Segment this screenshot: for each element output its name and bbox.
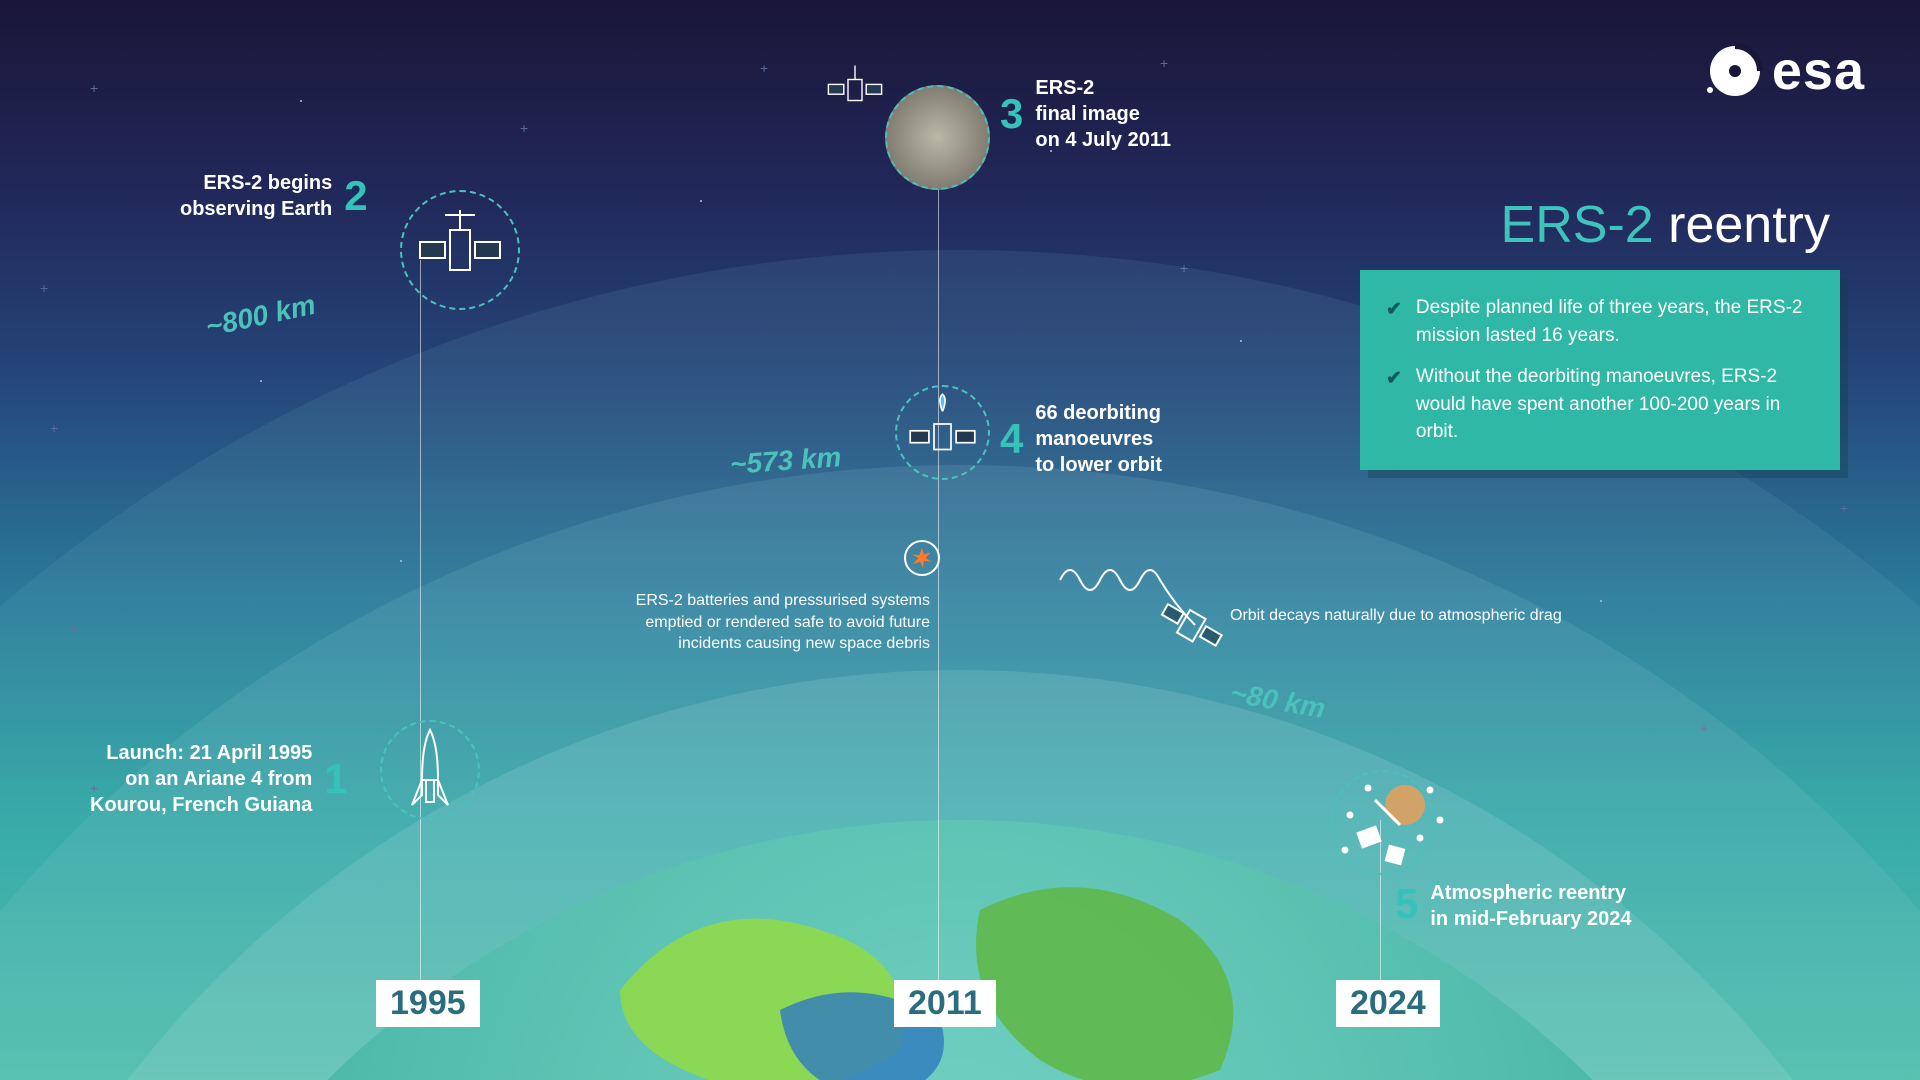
milestone-5: 5 Atmospheric reentry in mid-February 20… <box>1395 880 1632 932</box>
esa-logo-icon <box>1706 42 1764 100</box>
page-title: ERS-2 reentry <box>1501 195 1830 255</box>
earth-continents <box>560 850 1380 1080</box>
passivation-note: ERS-2 batteries and pressurised systems … <box>560 590 930 655</box>
milestone-3-number: 3 <box>1000 90 1023 138</box>
title-rest: reentry <box>1654 196 1830 254</box>
milestone-3-circle <box>885 85 990 190</box>
milestone-2-number: 2 <box>344 172 367 220</box>
year-badge-1995: 1995 <box>376 980 480 1027</box>
decoration-plus: + <box>50 420 58 436</box>
info-item-1: ✔ Despite planned life of three years, t… <box>1386 294 1814 349</box>
decoration-star <box>700 200 702 202</box>
esa-logo: esa <box>1706 40 1865 102</box>
esa-logo-text: esa <box>1772 40 1865 102</box>
milestone-2-text: ERS-2 begins observing Earth <box>180 170 332 222</box>
spiral-decay-icon <box>1050 550 1250 670</box>
milestone-4-number: 4 <box>1000 415 1023 463</box>
info-text-1: Despite planned life of three years, the… <box>1416 294 1814 349</box>
explosion-icon <box>904 540 940 576</box>
milestone-2: ERS-2 begins observing Earth 2 <box>180 170 368 222</box>
milestone-1-number: 1 <box>324 755 347 803</box>
year-badge-2024: 2024 <box>1336 980 1440 1027</box>
satellite-deorbit-icon <box>900 390 985 475</box>
satellite-icon <box>410 200 510 300</box>
milestone-1-text: Launch: 21 April 1995 on an Ariane 4 fro… <box>90 740 312 818</box>
info-box: ✔ Despite planned life of three years, t… <box>1360 270 1840 470</box>
timeline-line-2011 <box>938 170 939 990</box>
infographic-canvas: + + + + + + + + + + + ~800 km ~573 km ~8… <box>0 0 1920 1080</box>
decoration-star <box>300 100 302 102</box>
milestone-4-text: 66 deorbiting manoeuvres to lower orbit <box>1035 400 1162 478</box>
reentry-debris-icon <box>1320 760 1460 890</box>
orbit-label-800km: ~800 km <box>203 289 319 343</box>
decoration-plus: + <box>90 80 98 96</box>
decoration-plus: + <box>1160 55 1168 71</box>
decoration-plus: + <box>760 60 768 76</box>
decay-note: Orbit decays naturally due to atmospheri… <box>1230 605 1650 627</box>
decoration-plus: + <box>40 280 48 296</box>
info-text-2: Without the deorbiting manoeuvres, ERS-2… <box>1416 363 1814 446</box>
timeline-line-1995 <box>420 260 421 990</box>
year-badge-2011: 2011 <box>894 980 996 1027</box>
decoration-plus: + <box>1840 500 1848 516</box>
title-teal: ERS-2 <box>1501 196 1654 254</box>
decoration-plus: + <box>520 120 528 136</box>
rocket-icon <box>400 725 460 815</box>
milestone-5-text: Atmospheric reentry in mid-February 2024 <box>1430 880 1631 932</box>
milestone-5-number: 5 <box>1395 880 1418 928</box>
milestone-3-text: ERS-2 final image on 4 July 2011 <box>1035 75 1171 153</box>
check-icon: ✔ <box>1386 365 1402 446</box>
info-item-2: ✔ Without the deorbiting manoeuvres, ERS… <box>1386 363 1814 446</box>
milestone-4: 4 66 deorbiting manoeuvres to lower orbi… <box>1000 400 1162 478</box>
milestone-3: 3 ERS-2 final image on 4 July 2011 <box>1000 75 1171 153</box>
satellite-small-icon <box>820 55 890 125</box>
check-icon: ✔ <box>1386 296 1402 349</box>
decoration-star <box>260 380 262 382</box>
milestone-1: Launch: 21 April 1995 on an Ariane 4 fro… <box>90 740 348 818</box>
